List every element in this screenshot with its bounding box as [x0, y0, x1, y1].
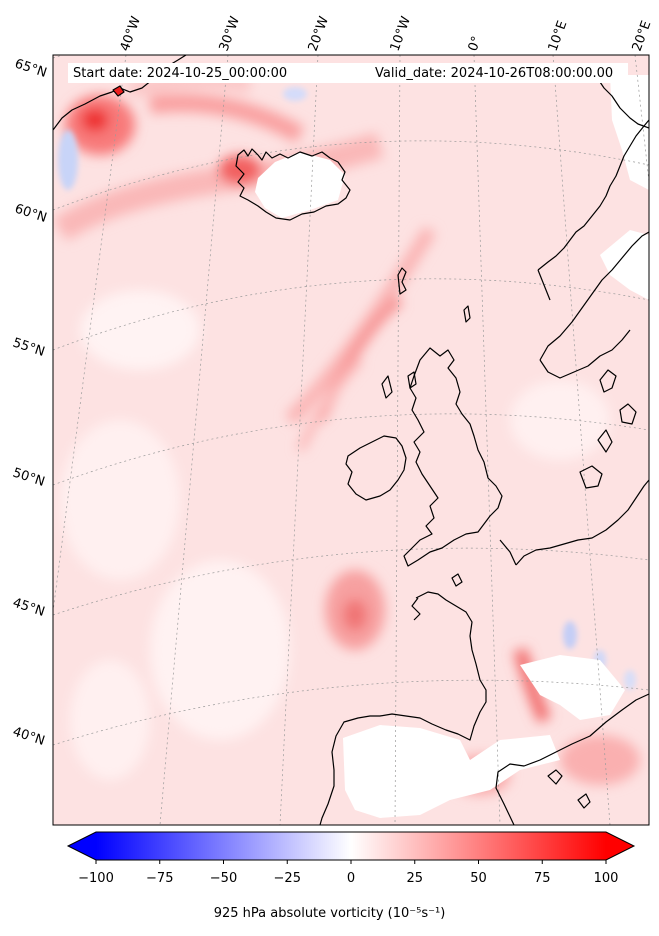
colorbar-ticks	[95, 860, 607, 864]
lat-label: 45°N	[11, 596, 47, 620]
colorbar-body	[96, 832, 606, 860]
valid-date-label: Valid_date: 2024-10-26T08:00:00.00	[375, 66, 614, 81]
lat-label: 50°N	[11, 466, 47, 490]
coastlines	[53, 55, 649, 825]
colorbar	[66, 831, 636, 864]
map-area	[53, 55, 649, 825]
colorbar-min-extend	[68, 832, 96, 860]
lon-label: 10°E	[546, 19, 571, 54]
lon-label: 20°E	[630, 19, 655, 54]
negative-vorticity-patches	[58, 87, 636, 690]
masked-terrain	[255, 75, 649, 818]
lon-label: 40°W	[118, 14, 144, 53]
map-frame	[52, 54, 650, 826]
colorbar-tick-label: 100	[593, 871, 619, 886]
lat-label: 55°N	[11, 336, 47, 360]
colorbar-tick-label: 75	[533, 871, 551, 886]
colorbar-tick-label: 50	[470, 871, 487, 886]
lon-label: 30°W	[217, 14, 243, 53]
lat-label: 65°N	[13, 57, 49, 81]
latitude-labels: 65°N 60°N 55°N 50°N 45°N 40°N	[11, 57, 49, 749]
lon-label: 10°W	[388, 14, 414, 53]
vorticity-field-patches	[53, 73, 640, 795]
colorbar-tick-label: −50	[209, 871, 238, 886]
colorbar-tick-label: −100	[78, 871, 114, 886]
colorbar-tick-label: −25	[273, 871, 301, 886]
start-date-label: Start date: 2024-10-25_00:00:00	[73, 66, 288, 81]
lon-label: 0°	[466, 34, 485, 53]
colorbar-tick-label: 0	[346, 871, 356, 886]
lat-label: 40°N	[11, 725, 47, 749]
header-background	[68, 63, 628, 83]
colorbar-tick-label: −75	[146, 871, 174, 886]
longitude-labels: 40°W 30°W 20°W 10°W 0° 10°E 20°E	[118, 14, 655, 53]
colorbar-title: 925 hPa absolute vorticity (10⁻⁵s⁻¹)	[213, 906, 446, 921]
colorbar-tick-label: 25	[406, 871, 424, 886]
lat-label: 60°N	[13, 202, 49, 226]
lon-label: 20°W	[306, 14, 332, 53]
colorbar-max-extend	[606, 832, 634, 860]
